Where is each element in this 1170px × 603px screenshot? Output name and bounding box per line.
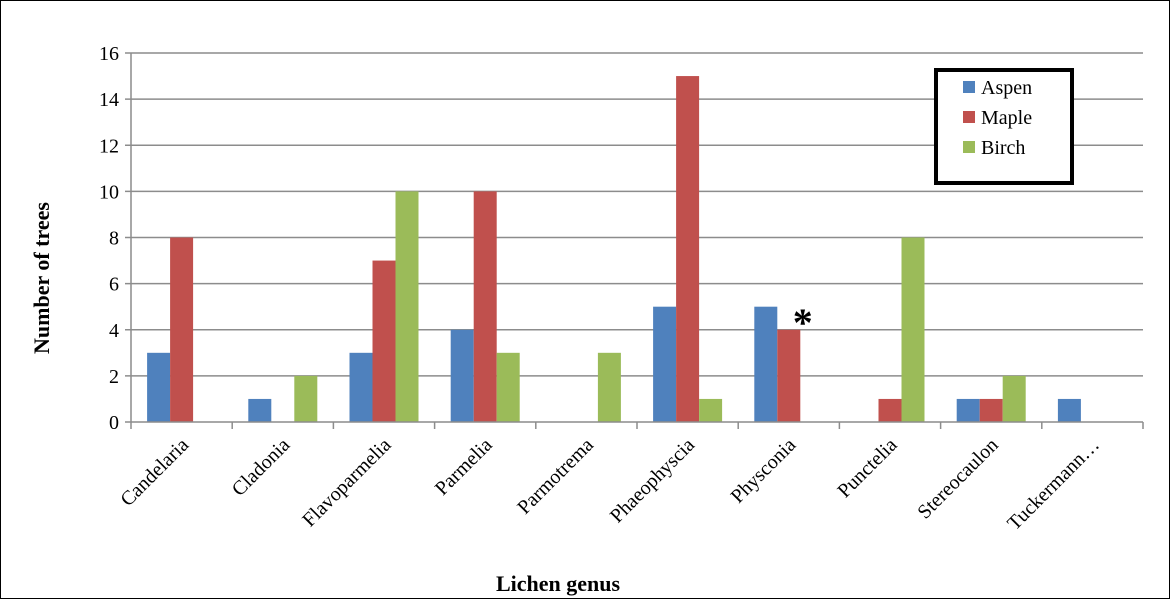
bar-aspen <box>1057 398 1081 422</box>
bar-aspen <box>956 398 980 422</box>
bar-aspen <box>450 329 474 422</box>
bar-maple <box>676 76 700 422</box>
x-category-label: Punctelia <box>833 434 901 502</box>
bar-aspen <box>653 306 677 422</box>
bar-maple <box>979 398 1003 422</box>
bar-maple <box>372 260 396 422</box>
x-category-label: Physconia <box>727 434 801 508</box>
y-tick-label: 2 <box>109 366 119 388</box>
bar-birch <box>1002 375 1026 422</box>
bar-maple <box>777 329 801 422</box>
gridlines <box>131 52 1143 377</box>
bar-maple <box>878 398 902 422</box>
y-axis-title: Number of trees <box>29 202 54 354</box>
y-tick-label: 12 <box>99 135 119 157</box>
y-tick-label: 0 <box>109 412 119 434</box>
x-axis-title: Lichen genus <box>496 571 621 596</box>
bar-birch <box>496 352 520 422</box>
x-category-label: Tuckermann… <box>1003 434 1104 535</box>
bar-birch <box>395 191 419 422</box>
bars <box>147 76 1081 422</box>
legend-swatch-birch <box>963 141 975 153</box>
legend-swatch-aspen <box>963 81 975 93</box>
annotation-asterisk: * <box>793 300 813 345</box>
x-category-label: Parmotrema <box>513 434 598 519</box>
legend-label-maple: Maple <box>981 107 1032 129</box>
y-tick-label: 14 <box>99 89 119 111</box>
bar-aspen <box>349 352 373 422</box>
y-tick-label: 4 <box>109 320 119 342</box>
bar-maple <box>473 191 497 422</box>
legend-label-aspen: Aspen <box>981 77 1032 99</box>
x-category-label: Stereocaulon <box>913 434 1002 523</box>
x-category-label: Candelaria <box>116 434 193 511</box>
x-category-label: Cladonia <box>228 434 295 501</box>
bar-birch <box>597 352 621 422</box>
bar-birch <box>699 398 723 422</box>
x-category-label: Phaeophyscia <box>606 434 699 527</box>
bar-birch <box>294 375 318 422</box>
y-tick-label: 6 <box>109 274 119 296</box>
y-tick-label: 10 <box>99 181 119 203</box>
x-category-label: Flavoparmelia <box>298 434 395 531</box>
legend: Aspen Maple Birch <box>934 68 1074 185</box>
bar-birch <box>901 237 925 422</box>
y-tick-label: 8 <box>109 228 119 250</box>
legend-label-birch: Birch <box>981 137 1025 159</box>
legend-box <box>934 68 1074 185</box>
bar-maple <box>170 237 194 422</box>
bar-aspen <box>248 398 272 422</box>
bar-aspen <box>754 306 778 422</box>
bar-aspen <box>147 352 171 422</box>
y-tick-label: 16 <box>99 43 119 65</box>
legend-swatch-maple <box>963 111 975 123</box>
x-category-label: Parmelia <box>431 434 497 500</box>
axes <box>125 52 1144 429</box>
